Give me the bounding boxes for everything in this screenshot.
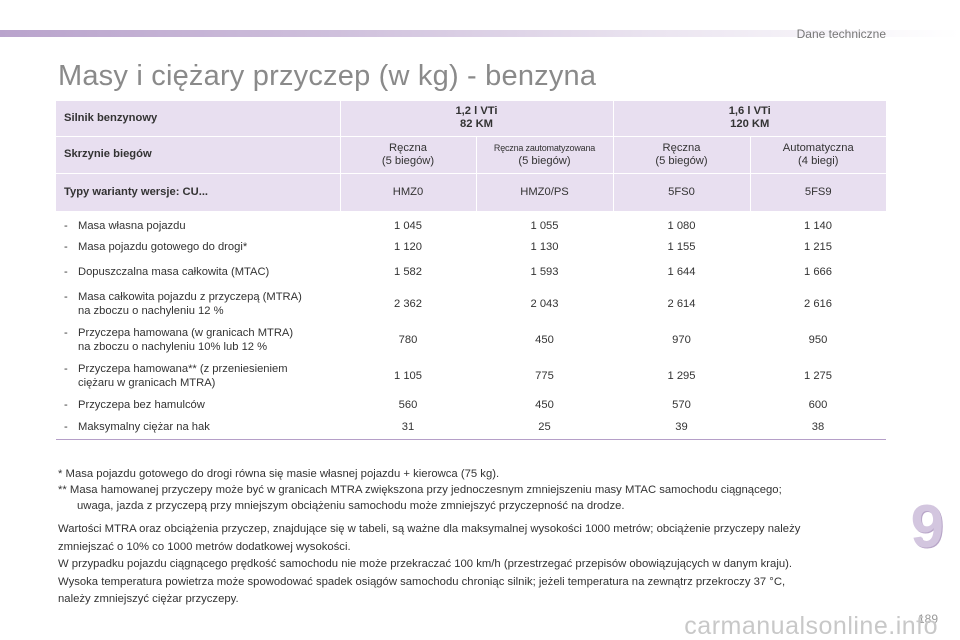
type-cell: HMZ0: [340, 173, 477, 212]
gearbox-cell: Ręczna zautomatyzowana (5 biegów): [476, 136, 614, 174]
value-cell: 2 043: [530, 298, 559, 310]
table-row: - Masa własna pojazdu 1 045 1 055 1 080 1…: [56, 211, 886, 236]
type-cell: 5FS0: [613, 173, 751, 212]
value-cell: 1 644: [667, 265, 696, 278]
note-altitude: Wartości MTRA oraz obciążenia przyczep, …: [58, 523, 801, 535]
value-cell: 775: [535, 370, 554, 382]
value-cell: 1 582: [394, 265, 422, 278]
row-label: - Maksymalny ciężar na hak: [56, 415, 340, 440]
page-title: Masy i ciężary przyczep (w kg) - benzyna: [58, 60, 597, 92]
note-altitude-continued: zmniejszać o 10% co 1000 metrów dodatkow…: [58, 540, 351, 553]
footnote-2-continued: uwaga, jazda z przyczepą przy mniejszym …: [77, 500, 625, 512]
page-number: 189: [917, 612, 938, 626]
value-cell: 1 295: [667, 370, 696, 382]
type-cell: 5FS9: [750, 173, 886, 212]
table-row: - Masa całkowita pojazdu z przyczepą (MTR…: [56, 286, 886, 322]
mass-table: Silnik benzynowy 1,2 l VTi 82 KM 1,6 l V…: [56, 101, 886, 440]
gearbox-cell: Automatyczna (4 biegi): [750, 136, 886, 174]
row-label: - Masa pojazdu gotowego do drogi*: [64, 240, 248, 253]
note-speed: W przypadku pojazdu ciągnącego prędkość …: [58, 558, 793, 570]
value-cell: 1 155: [667, 240, 696, 253]
value-cell: 1 593: [530, 265, 559, 278]
engine-label: Silnik benzynowy: [56, 101, 341, 137]
footnotes: * Masa pojazdu gotowego do drogi równa s…: [58, 466, 878, 514]
engine-1-2-header: 1,2 l VTi 82 KM: [340, 101, 614, 137]
note-temperature-continued: należy zmniejszyć ciężar przyczepy.: [58, 593, 239, 605]
footnote-2: ** Masa hamowanej przyczepy może być w g…: [58, 484, 782, 496]
value-cell: 1 080: [667, 219, 696, 232]
gearbox-label: Skrzynie biegów: [56, 136, 341, 174]
section-name: Dane techniczne: [796, 27, 886, 41]
table-row: - Dopuszczalna masa całkowita (MTAC) 1 58…: [56, 257, 886, 286]
header-accent-bar: [0, 30, 960, 37]
value-cell: 1 055: [530, 219, 559, 232]
type-row: Typy warianty wersje: CU... HMZ0 HMZ0/PS…: [56, 173, 886, 212]
row-label: - Przyczepa bez hamulców: [64, 398, 205, 411]
row-label: - Przyczepa hamowana** (z przeniesieniem c…: [64, 363, 288, 389]
row-label: - Masa własna pojazdu: [64, 219, 186, 232]
value-cell: 2 362: [394, 298, 422, 310]
value-cell: 2 616: [804, 298, 832, 310]
type-cell: HMZ0/PS: [476, 173, 614, 212]
table-row: - Masa pojazdu gotowego do drogi* 1 120 1…: [56, 236, 886, 257]
table-row: - Przyczepa hamowana (w granicach MTRA) na…: [56, 322, 886, 358]
value-cell: 1 045: [394, 219, 422, 232]
chapter-number: 9: [910, 493, 944, 560]
value-cell: 600: [808, 398, 828, 411]
watermark: carmanualsonline.info: [684, 612, 938, 640]
gearbox-cell: Ręczna (5 biegów): [340, 136, 477, 174]
value-cell: 38: [750, 415, 886, 440]
gearbox-row: Skrzynie biegów Ręczna (5 biegów) Ręczna …: [56, 136, 886, 174]
value-cell: 560: [398, 398, 418, 411]
engine-row: Silnik benzynowy 1,2 l VTi 82 KM 1,6 l V…: [56, 101, 886, 137]
table-row: - Przyczepa hamowana** (z przeniesieniem c…: [56, 358, 886, 394]
value-cell: 31: [340, 415, 476, 440]
value-cell: 1 105: [394, 370, 422, 382]
engine-1-6-header: 1,6 l VTi 120 KM: [613, 101, 886, 137]
value-cell: 1 120: [394, 240, 422, 253]
note-temperature: Wysoka temperatura powietrza może spowod…: [58, 575, 786, 588]
row-label: - Przyczepa hamowana (w granicach MTRA) na…: [64, 327, 294, 353]
gearbox-cell: Ręczna (5 biegów): [613, 136, 751, 174]
value-cell: 2 614: [667, 298, 696, 310]
table-row: - Maksymalny ciężar na hak 31 25 39 38: [56, 415, 886, 440]
value-cell: 1 275: [804, 370, 832, 382]
value-cell: 1 666: [804, 265, 832, 278]
value-cell: 570: [672, 398, 691, 411]
value-cell: 950: [808, 334, 828, 346]
value-cell: 450: [535, 334, 554, 346]
value-cell: 25: [476, 415, 613, 440]
value-cell: 780: [398, 334, 418, 346]
notes: Wartości MTRA oraz obciążenia przyczep, …: [58, 521, 888, 609]
value-cell: 1 215: [804, 240, 832, 253]
footnote-1: * Masa pojazdu gotowego do drogi równa s…: [58, 468, 500, 480]
value-cell: 1 130: [530, 240, 559, 253]
value-cell: 970: [672, 334, 691, 346]
row-label: - Dopuszczalna masa całkowita (MTAC): [64, 265, 270, 278]
value-cell: 39: [613, 415, 750, 440]
table-row: - Przyczepa bez hamulców 560 450 570 600: [56, 394, 886, 415]
row-label: - Masa całkowita pojazdu z przyczepą (MTR…: [64, 291, 302, 317]
value-cell: 450: [535, 398, 554, 411]
value-cell: 1 140: [804, 219, 832, 232]
type-label: Typy warianty wersje: CU...: [56, 173, 341, 212]
